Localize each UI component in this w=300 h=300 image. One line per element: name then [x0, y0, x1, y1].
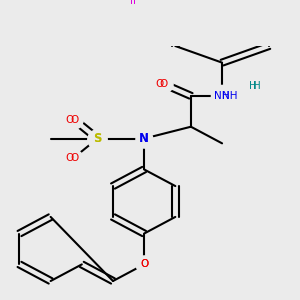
- Text: O: O: [70, 153, 78, 163]
- Text: H: H: [249, 81, 257, 92]
- Text: O: O: [70, 115, 78, 124]
- Text: NH: NH: [214, 91, 230, 101]
- Text: N: N: [139, 132, 149, 145]
- Text: O: O: [66, 153, 74, 163]
- Text: N: N: [140, 134, 148, 144]
- Text: F: F: [130, 0, 136, 6]
- Text: O: O: [140, 260, 148, 269]
- Text: O: O: [140, 260, 148, 269]
- Text: O: O: [66, 115, 74, 124]
- Text: S: S: [94, 134, 101, 144]
- Text: S: S: [93, 132, 102, 145]
- Text: NH: NH: [222, 91, 238, 101]
- Text: F: F: [134, 0, 139, 6]
- Text: H: H: [253, 81, 261, 92]
- Text: O: O: [155, 79, 164, 89]
- Text: O: O: [160, 79, 168, 89]
